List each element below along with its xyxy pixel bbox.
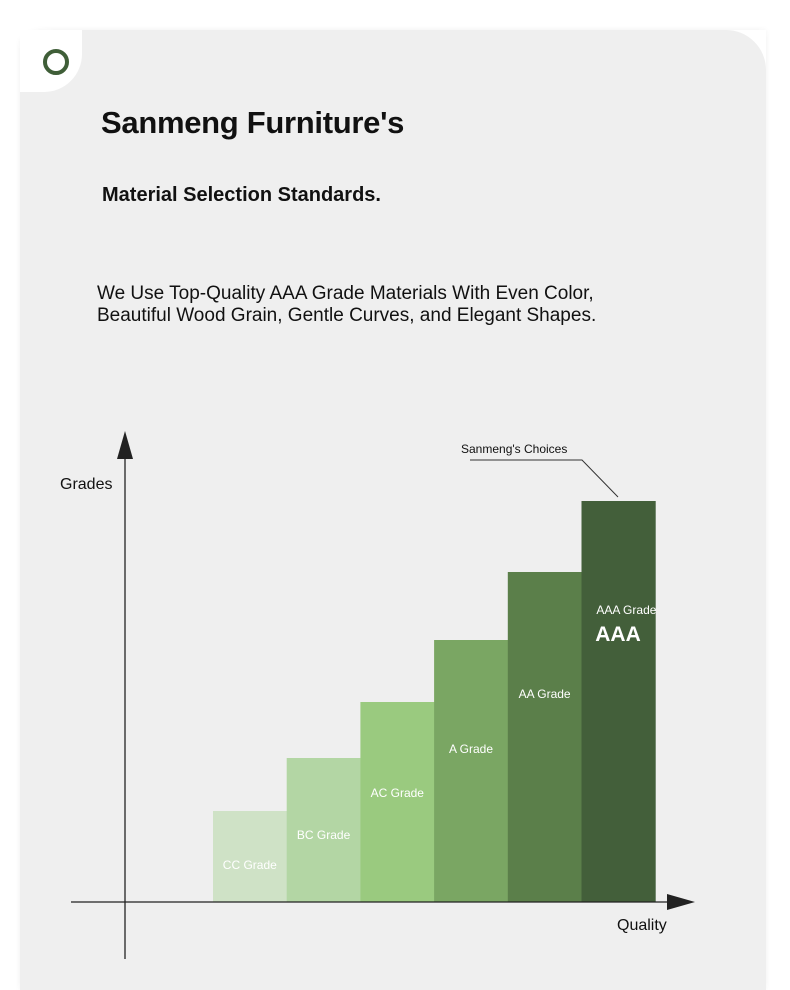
x-axis-label: Quality [617, 917, 667, 934]
bar-label-bc-grade: BC Grade [297, 828, 351, 842]
bar-cc-grade [213, 811, 288, 902]
bar-group [213, 501, 656, 902]
y-axis-arrow [117, 431, 133, 459]
annotation-leader [470, 459, 619, 498]
bar-label-aa-grade: AA Grade [519, 687, 571, 701]
bar-bc-grade [286, 758, 361, 902]
bar-label-a-grade: A Grade [449, 742, 493, 756]
bar-label-ac-grade: AC Grade [371, 786, 425, 800]
aaa-badge: AAA [595, 623, 641, 646]
bar-ac-grade [360, 702, 435, 902]
card-corner-round [726, 30, 766, 70]
ring-icon [43, 49, 69, 75]
y-axis-label: Grades [60, 476, 112, 493]
grade-chart: Grades Quality Sanmeng's Choices CC Grad… [60, 431, 695, 959]
bar-aaa-grade [581, 501, 656, 902]
page-subtitle: Material Selection Standards. [102, 184, 381, 206]
annotation-label: Sanmeng's Choices [461, 442, 567, 456]
bar-label-aaa-grade: AAA Grade [596, 603, 656, 617]
bar-label-cc-grade: CC Grade [223, 858, 277, 872]
description: We Use Top-Quality AAA Grade Materials W… [97, 283, 596, 327]
description-line-1: We Use Top-Quality AAA Grade Materials W… [97, 283, 594, 304]
bar-label-group: CC Grade BC Grade AC Grade A Grade AA Grade A… [223, 603, 657, 872]
x-axis-arrow [667, 894, 695, 910]
description-line-2: Beautiful Wood Grain, Gentle Curves, and… [97, 305, 597, 326]
bar-aa-grade [507, 572, 582, 902]
bar-a-grade [434, 640, 509, 902]
page-title: Sanmeng Furniture's [101, 105, 405, 140]
